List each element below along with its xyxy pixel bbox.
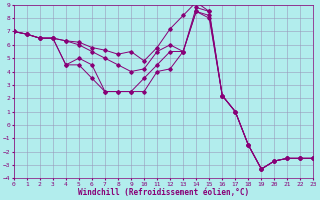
X-axis label: Windchill (Refroidissement éolien,°C): Windchill (Refroidissement éolien,°C) — [78, 188, 249, 197]
